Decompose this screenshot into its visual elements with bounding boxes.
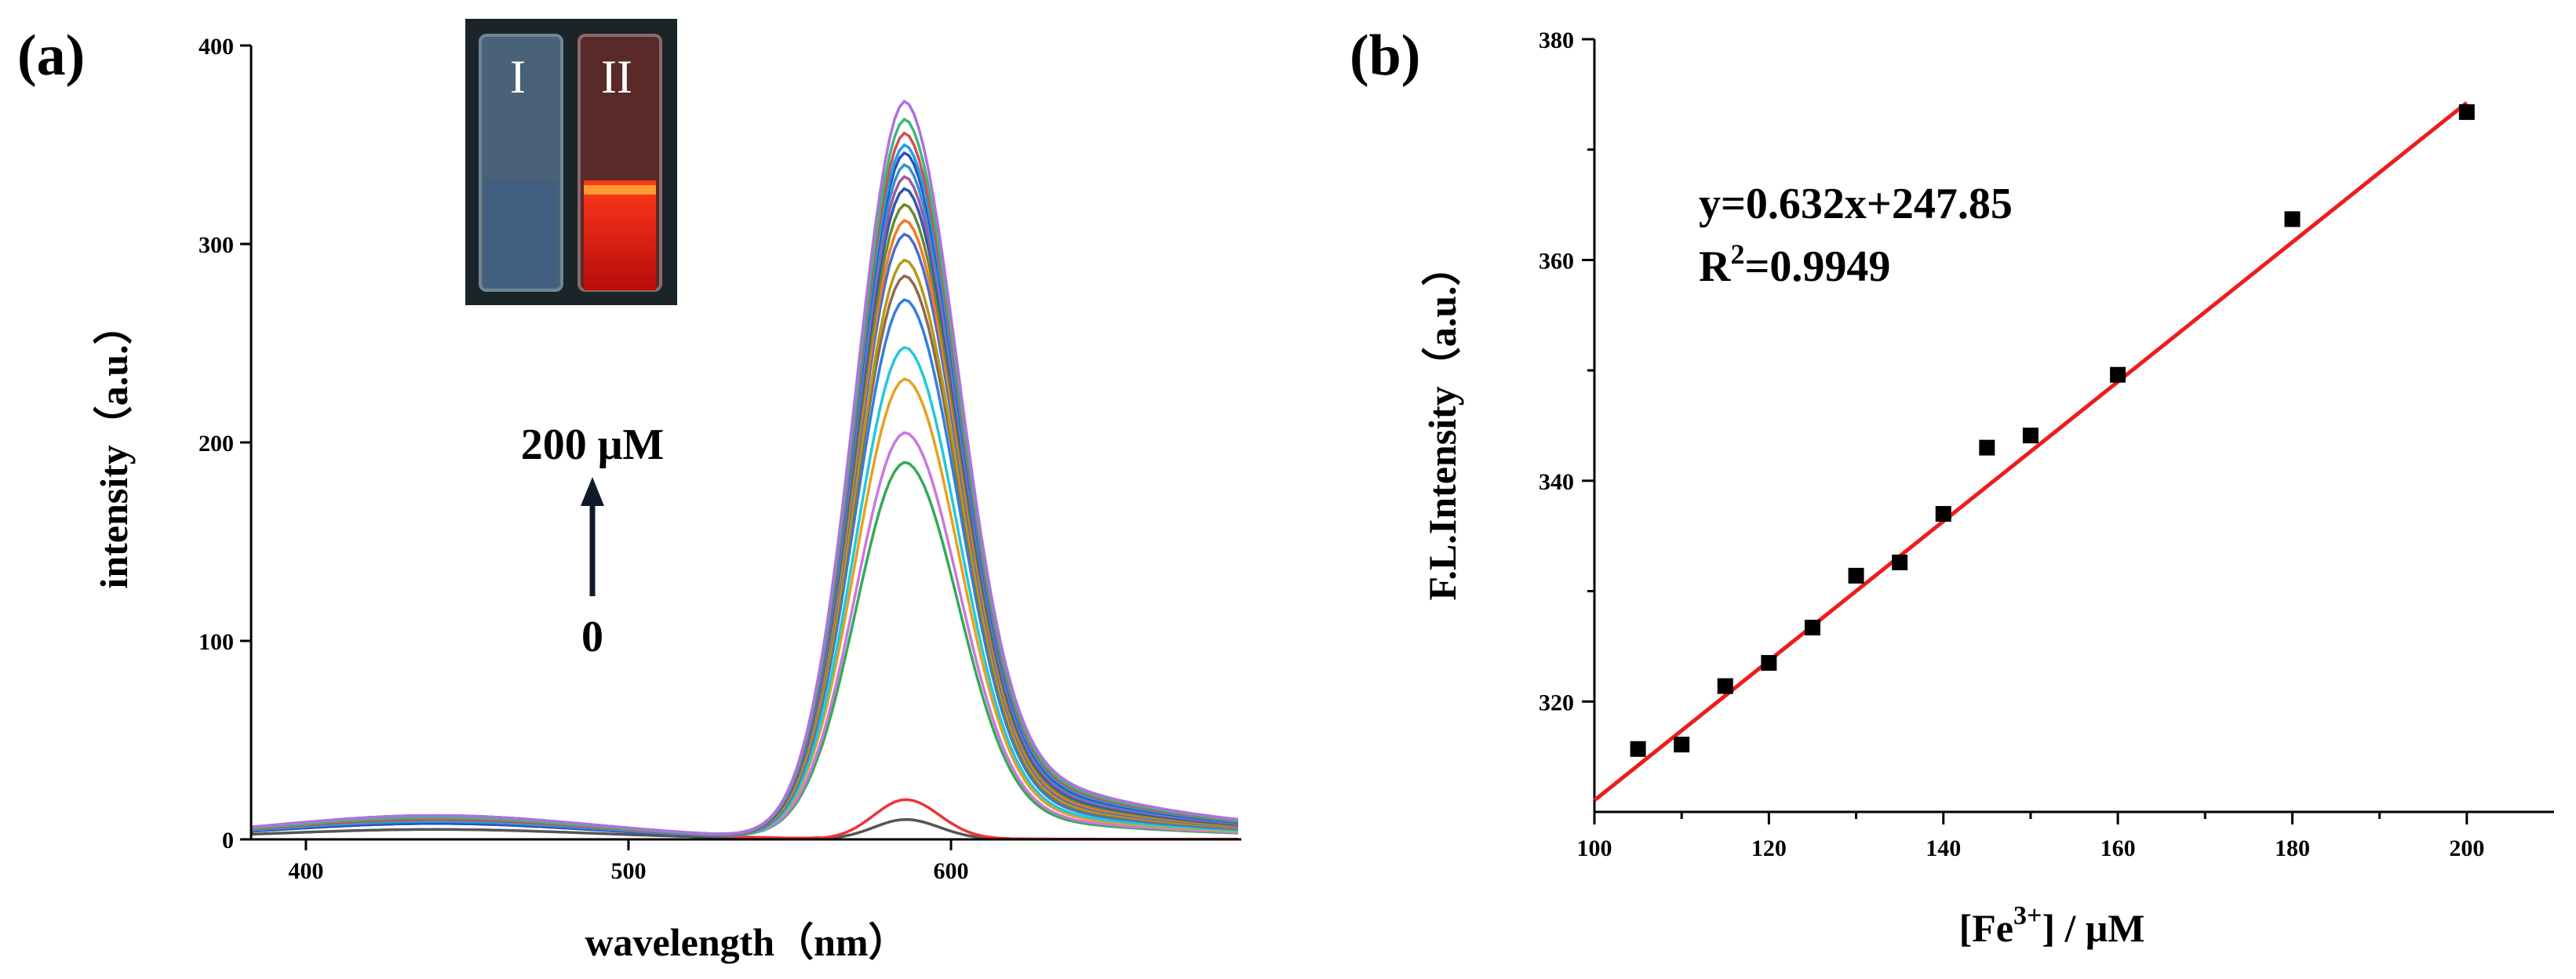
data-point [2110,366,2126,383]
panel-b-xlabel: [Fe3+] / μM [1959,901,2145,950]
spectrum-line [251,99,1239,835]
panel-a-x-tick-label: 600 [934,858,969,884]
data-point [2458,104,2475,120]
vial-II-solution [584,180,656,290]
panel-b-axes: 100 120 140 160 180 200 320 340 360 380 [1539,27,2554,861]
vial-II-meniscus [584,185,656,195]
panel-a-axes: 400 500 600 0 100 200 300 400 [199,34,1241,884]
data-point [1804,620,1820,636]
annotation-200uM: 200 μM [521,420,665,469]
data-point [1761,655,1777,671]
vial-II-label: II [601,51,632,103]
panel-b-x-tick-label: 200 [2449,835,2484,861]
fit-line [1593,100,2469,802]
spectrum-line [251,345,1238,837]
panel-b-fit [1593,100,2469,802]
data-point [1892,554,1908,570]
spectrum-line [251,117,1239,836]
panel-b-x-tick-label: 100 [1577,835,1612,861]
panel-b-x-tick-label: 140 [1926,835,1961,861]
spectrum-line [251,175,1239,836]
panel-b-ylabel: F.L.Intensity（a.u.） [1420,246,1464,600]
panel-a-y-tick-label: 100 [199,629,234,655]
spectrum-line [251,202,1239,837]
spectrum-line [251,274,1239,836]
data-point [1935,506,1951,522]
spectrum-line [251,431,1238,836]
panel-b-label: (b) [1350,24,1420,88]
spectrum-line [251,460,1238,837]
data-point [1979,439,1995,456]
panel-a-y-tick-label: 300 [199,232,234,258]
panel-a-y-tick-label: 0 [222,828,234,853]
panel-b-x-tick-label: 160 [2101,835,2136,861]
concentration-arrowhead [581,477,604,506]
spectrum-line [251,143,1239,837]
spectrum-line [251,151,1239,837]
spectrum-line [251,232,1239,835]
vial-I-label: I [510,51,526,103]
spectrum-line [251,218,1239,837]
fit-equation: y=0.632x+247.85 [1699,180,2013,228]
panel-b-y-tick-label: 360 [1539,248,1574,274]
panel-a-x-tick-label: 500 [610,858,646,884]
fit-r-squared: R2=0.9949 [1699,238,1890,291]
data-point [1848,567,1864,584]
panel-b-y-tick-label: 320 [1539,690,1574,715]
panel-b-y-tick-label: 380 [1539,27,1574,53]
panel-a-y-tick-label: 400 [199,34,234,60]
panel-b-y-tick-label: 340 [1539,469,1574,495]
spectrum-line [251,298,1239,837]
data-point [1717,678,1733,694]
spectrum-line [251,187,1239,836]
panel-a-y-tick-label: 200 [199,431,234,457]
spectrum-line [251,258,1239,836]
panel-a: (a) I II 400 500 600 0 100 200 300 400 waveleng… [17,19,1241,964]
panel-b-x-tick-label: 180 [2275,835,2310,861]
panel-b: (b) 100 120 140 160 180 200 320 340 360 380 [Fe3+… [1350,24,2554,950]
annotation-zero: 0 [581,613,603,661]
panel-b-x-tick-label: 120 [1751,835,1787,861]
data-point [1630,741,1646,757]
data-point [1674,737,1690,753]
spectrum-line [251,162,1239,835]
data-point [2022,428,2039,444]
panel-b-points [1630,104,2475,757]
inset-photo: I II [465,19,677,305]
vial-I-solution [485,180,557,286]
panel-a-x-tick-label: 400 [288,858,323,884]
spectrum-line [251,131,1239,836]
panel-a-ylabel: intensity（a.u.） [92,305,136,588]
data-point [2284,211,2301,227]
panel-a-xlabel: wavelength（nm） [585,920,907,964]
panel-a-spectra [251,99,1239,839]
panel-a-label: (a) [17,24,85,88]
spectrum-line [251,377,1238,836]
